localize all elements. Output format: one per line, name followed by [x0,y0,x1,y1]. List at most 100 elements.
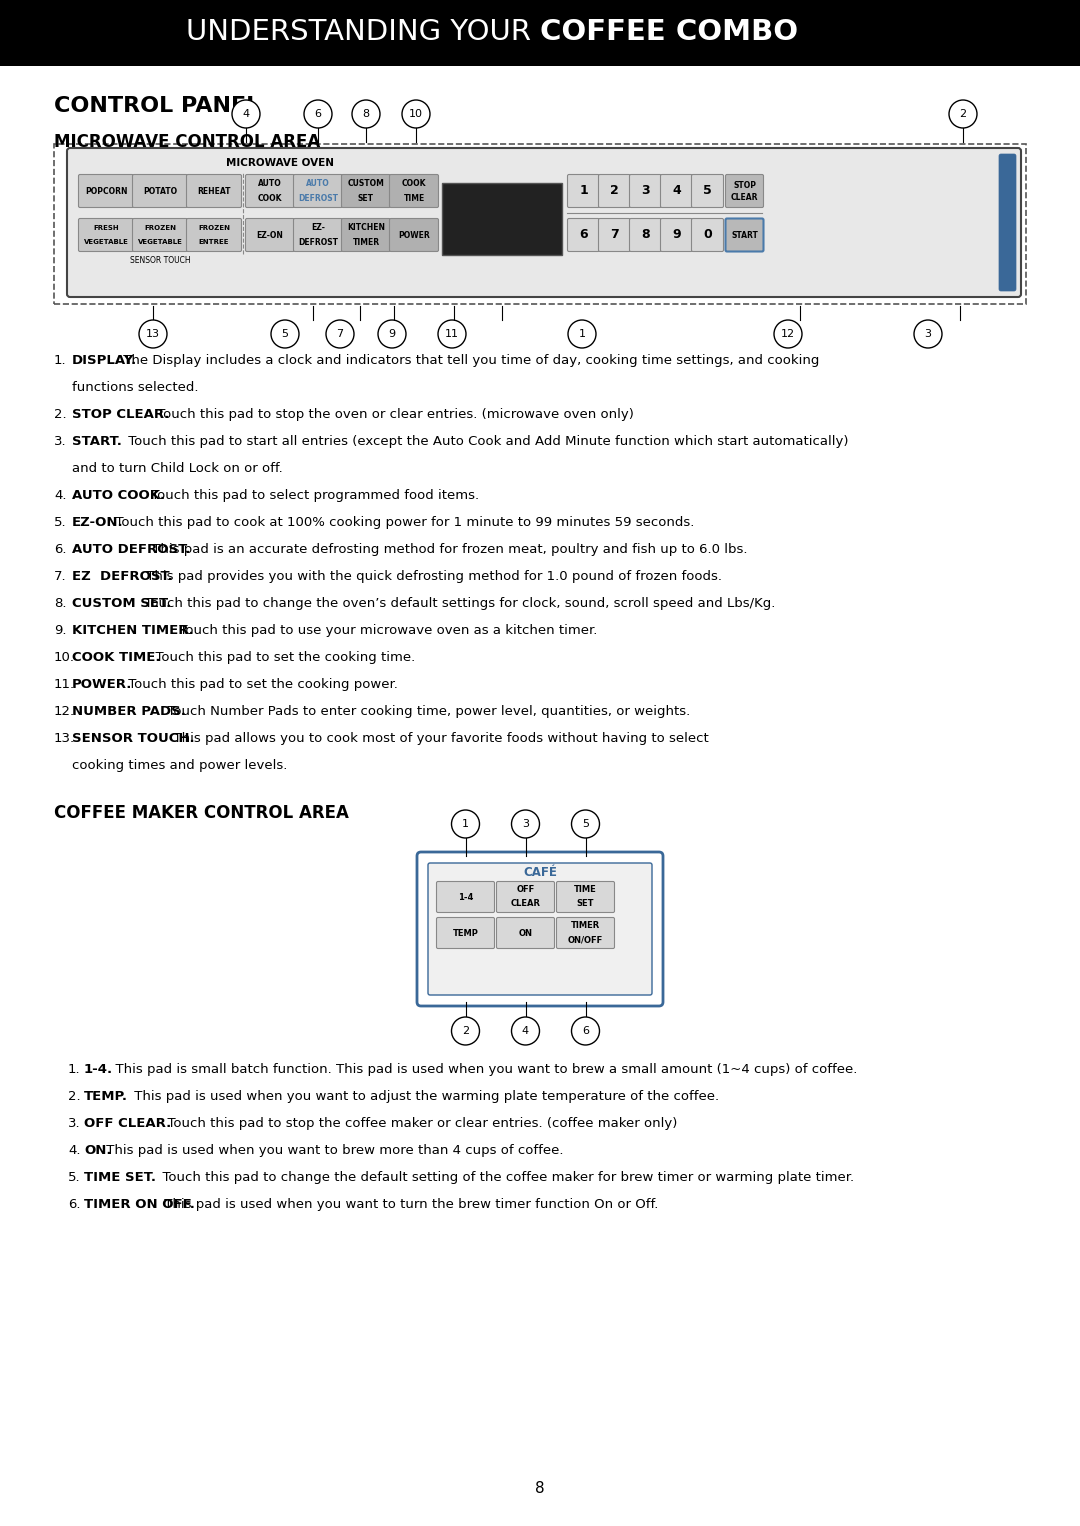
Text: STOP: STOP [733,180,756,189]
Text: OFF CLEAR.: OFF CLEAR. [84,1117,172,1129]
Text: 1.: 1. [54,354,67,366]
Circle shape [774,320,802,348]
Text: 4: 4 [522,1025,529,1036]
Text: COOK TIME.: COOK TIME. [72,652,161,664]
Text: 4.: 4. [68,1144,81,1157]
Text: SENSOR TOUCH: SENSOR TOUCH [130,256,190,266]
FancyBboxPatch shape [999,154,1016,291]
Circle shape [326,320,354,348]
Text: TIME: TIME [575,885,597,894]
Text: This pad is used when you want to turn the brew timer function On or Off.: This pad is used when you want to turn t… [160,1198,659,1212]
FancyBboxPatch shape [567,218,599,252]
FancyBboxPatch shape [497,882,554,913]
Text: MICROWAVE CONTROL AREA: MICROWAVE CONTROL AREA [54,133,321,151]
Text: 6: 6 [314,108,322,119]
Text: SENSOR TOUCH.: SENSOR TOUCH. [72,732,194,745]
Circle shape [914,320,942,348]
FancyBboxPatch shape [133,218,188,252]
Text: 1.: 1. [68,1064,81,1076]
Text: 13: 13 [146,330,160,339]
FancyBboxPatch shape [691,218,724,252]
Text: CONTROL PANEL: CONTROL PANEL [54,96,260,116]
Text: NUMBER PADS.: NUMBER PADS. [72,705,186,719]
Text: REHEAT: REHEAT [198,186,231,195]
Text: UNDERSTANDING YOUR: UNDERSTANDING YOUR [186,18,540,46]
FancyBboxPatch shape [390,174,438,208]
Text: EZ-ON: EZ-ON [257,230,283,240]
FancyBboxPatch shape [133,174,188,208]
Text: 1: 1 [579,185,588,197]
Text: STOP CLEAR.: STOP CLEAR. [72,407,170,421]
Text: 6.: 6. [54,543,67,555]
Text: 2: 2 [610,185,619,197]
Circle shape [378,320,406,348]
FancyBboxPatch shape [556,882,615,913]
Circle shape [571,810,599,838]
Text: CUSTOM SET.: CUSTOM SET. [72,597,172,610]
Text: TIMER ON OFF.: TIMER ON OFF. [84,1198,194,1212]
FancyBboxPatch shape [79,218,134,252]
FancyBboxPatch shape [341,218,391,252]
FancyBboxPatch shape [294,174,342,208]
Text: COFFEE MAKER CONTROL AREA: COFFEE MAKER CONTROL AREA [54,804,349,823]
Circle shape [271,320,299,348]
Text: CAFÉ: CAFÉ [523,867,557,879]
FancyBboxPatch shape [436,917,495,949]
Text: Touch this pad to use your microwave oven as a kitchen timer.: Touch this pad to use your microwave ove… [153,624,597,636]
Text: 8.: 8. [54,597,67,610]
Circle shape [402,101,430,128]
FancyBboxPatch shape [726,174,764,208]
Text: functions selected.: functions selected. [72,382,199,394]
Text: FRESH: FRESH [93,224,119,230]
Text: TIMER: TIMER [571,922,600,931]
Text: 1: 1 [579,330,585,339]
Text: Touch this pad to set the cooking time.: Touch this pad to set the cooking time. [131,652,416,664]
Text: and to turn Child Lock on or off.: and to turn Child Lock on or off. [72,462,283,475]
Text: 13.: 13. [54,732,76,745]
Text: CUSTOM: CUSTOM [348,179,384,188]
Text: This pad is small batch function. This pad is used when you want to brew a small: This pad is small batch function. This p… [107,1064,858,1076]
Text: ENTREE: ENTREE [199,240,229,246]
Circle shape [451,810,480,838]
Text: 2.: 2. [68,1090,81,1103]
Text: 6.: 6. [68,1198,81,1212]
Text: 9.: 9. [54,624,67,636]
Text: DEFROST: DEFROST [298,194,338,203]
Text: The Display includes a clock and indicators that tell you time of day, cooking t: The Display includes a clock and indicat… [119,354,819,366]
Text: ON.: ON. [84,1144,111,1157]
Text: 5.: 5. [68,1170,81,1184]
Text: TIME: TIME [403,194,424,203]
Text: Touch this pad to start all entries (except the Auto Cook and Add Minute functio: Touch this pad to start all entries (exc… [107,435,849,449]
Text: 2.: 2. [54,407,67,421]
Text: 4: 4 [242,108,249,119]
FancyBboxPatch shape [567,174,599,208]
Text: 10.: 10. [54,652,75,664]
FancyBboxPatch shape [691,174,724,208]
Text: Touch this pad to change the oven’s default settings for clock, sound, scroll sp: Touch this pad to change the oven’s defa… [136,597,775,610]
Circle shape [512,810,540,838]
Text: 12: 12 [781,330,795,339]
FancyBboxPatch shape [497,917,554,949]
Text: 8: 8 [642,229,650,241]
FancyBboxPatch shape [67,148,1021,298]
Text: EZ-: EZ- [311,223,325,232]
Text: FROZEN: FROZEN [144,224,176,230]
Text: 8: 8 [536,1482,544,1495]
FancyBboxPatch shape [245,174,295,208]
FancyBboxPatch shape [661,174,692,208]
FancyBboxPatch shape [417,852,663,1006]
Circle shape [571,1016,599,1045]
Text: 1-4.: 1-4. [84,1064,113,1076]
Text: TEMP.: TEMP. [84,1090,129,1103]
Text: 2: 2 [959,108,967,119]
Text: KITCHEN: KITCHEN [347,223,384,232]
Text: MICROWAVE OVEN: MICROWAVE OVEN [226,159,334,168]
Circle shape [232,101,260,128]
Text: cooking times and power levels.: cooking times and power levels. [72,758,287,772]
FancyBboxPatch shape [630,218,661,252]
Text: This pad provides you with the quick defrosting method for 1.0 pound of frozen f: This pad provides you with the quick def… [143,571,723,583]
Text: FROZEN: FROZEN [198,224,230,230]
FancyBboxPatch shape [294,218,342,252]
Text: POPCORN: POPCORN [84,186,127,195]
Text: 0: 0 [703,229,712,241]
